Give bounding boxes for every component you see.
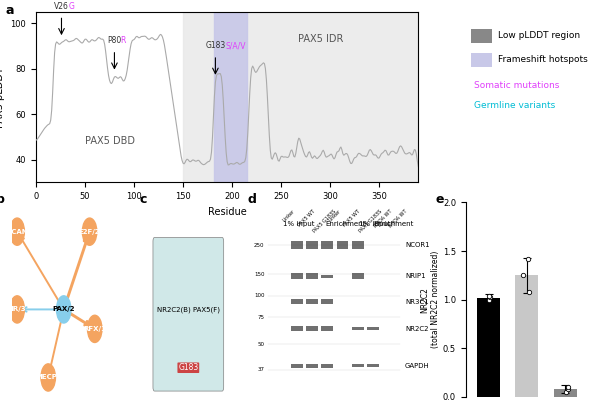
Bar <box>515 275 538 397</box>
Circle shape <box>10 296 25 323</box>
Text: Linker: Linker <box>281 208 296 223</box>
Bar <box>352 364 364 367</box>
Text: Enrichment: Enrichment <box>326 221 366 227</box>
Bar <box>291 326 302 331</box>
Text: NR2C2(B) PAX5(F): NR2C2(B) PAX5(F) <box>157 306 220 313</box>
Text: R: R <box>121 36 125 45</box>
Text: GAPDH: GAPDH <box>405 363 430 369</box>
Circle shape <box>88 315 102 343</box>
Bar <box>291 273 302 279</box>
Bar <box>477 298 500 397</box>
Text: V26: V26 <box>54 2 69 11</box>
Bar <box>367 327 379 330</box>
Text: 1% input: 1% input <box>359 221 391 227</box>
Text: NR/3: NR/3 <box>8 307 26 312</box>
Text: RHOA WT: RHOA WT <box>388 208 409 228</box>
Y-axis label: NR2C2
(total NR2C2 normalized): NR2C2 (total NR2C2 normalized) <box>421 251 440 348</box>
Text: b: b <box>0 193 5 206</box>
Text: 50: 50 <box>257 342 265 347</box>
Text: 75: 75 <box>257 315 265 320</box>
Text: PAX5 G183S: PAX5 G183S <box>358 208 383 233</box>
FancyBboxPatch shape <box>153 237 224 391</box>
Text: 1% input: 1% input <box>283 221 314 227</box>
Text: P80: P80 <box>107 36 122 45</box>
X-axis label: Residue: Residue <box>208 207 247 217</box>
Bar <box>306 364 318 368</box>
Bar <box>306 299 318 304</box>
Text: E2F/2: E2F/2 <box>79 229 100 234</box>
Bar <box>471 53 493 66</box>
Bar <box>291 299 302 304</box>
Bar <box>471 29 493 43</box>
Bar <box>367 364 379 367</box>
Bar <box>352 327 364 330</box>
Text: PAX5 WT: PAX5 WT <box>297 208 316 227</box>
Circle shape <box>10 218 25 245</box>
Bar <box>554 389 577 397</box>
Text: NRIP1: NRIP1 <box>405 273 426 279</box>
Y-axis label: PAX5 pLDDT: PAX5 pLDDT <box>0 67 5 128</box>
Text: NR3C1: NR3C1 <box>405 298 429 305</box>
Point <box>563 384 573 390</box>
Circle shape <box>82 218 97 245</box>
Bar <box>322 241 333 249</box>
Text: G183: G183 <box>205 41 226 51</box>
Text: e: e <box>435 193 443 206</box>
Text: PAX/2: PAX/2 <box>52 307 75 312</box>
Text: a: a <box>5 4 14 17</box>
Text: NCOR1: NCOR1 <box>405 242 430 248</box>
Text: ZSCAN3: ZSCAN3 <box>1 229 33 234</box>
Text: S/A/V: S/A/V <box>225 41 246 51</box>
Circle shape <box>56 296 71 323</box>
Text: PAX5 WT: PAX5 WT <box>343 208 361 227</box>
Text: RFX/1: RFX/1 <box>83 326 106 332</box>
Bar <box>291 364 302 368</box>
Point <box>561 389 571 395</box>
Text: Linker: Linker <box>327 208 341 223</box>
Text: d: d <box>248 193 257 206</box>
Text: MECP2: MECP2 <box>35 375 62 380</box>
Text: 150: 150 <box>254 272 265 277</box>
Point <box>484 296 494 303</box>
Text: G: G <box>68 2 74 11</box>
Text: PAX5 DBD: PAX5 DBD <box>85 136 134 147</box>
Bar <box>337 241 349 249</box>
Text: G183: G183 <box>178 363 199 372</box>
Text: Germline variants: Germline variants <box>475 101 556 110</box>
Bar <box>352 241 364 249</box>
Bar <box>322 326 333 331</box>
Bar <box>322 299 333 304</box>
Bar <box>214 12 247 182</box>
Text: Frameshift hotspots: Frameshift hotspots <box>499 55 588 64</box>
Text: Enrichment: Enrichment <box>373 221 413 227</box>
Text: NR2C2: NR2C2 <box>405 326 428 332</box>
Text: Somatic mutations: Somatic mutations <box>475 81 560 90</box>
Point <box>563 386 573 392</box>
Bar <box>291 241 302 249</box>
Text: c: c <box>139 193 147 206</box>
Bar <box>322 364 333 368</box>
Text: PAX5 G183S: PAX5 G183S <box>312 208 337 233</box>
Point <box>518 272 528 279</box>
Bar <box>306 326 318 331</box>
Point <box>485 292 494 299</box>
Text: PAX5 IDR: PAX5 IDR <box>298 34 343 45</box>
Text: Low pLDDT region: Low pLDDT region <box>499 32 581 40</box>
Point <box>524 289 534 295</box>
Bar <box>306 273 318 279</box>
Text: 37: 37 <box>257 367 265 372</box>
Text: RHOA WT: RHOA WT <box>373 208 393 228</box>
Circle shape <box>41 364 55 391</box>
Text: 250: 250 <box>254 243 265 248</box>
Point <box>523 256 533 262</box>
Text: 100: 100 <box>254 293 265 298</box>
Point <box>485 294 495 300</box>
Bar <box>183 12 418 182</box>
Bar <box>352 273 364 279</box>
Bar <box>322 275 333 278</box>
Bar <box>306 241 318 249</box>
